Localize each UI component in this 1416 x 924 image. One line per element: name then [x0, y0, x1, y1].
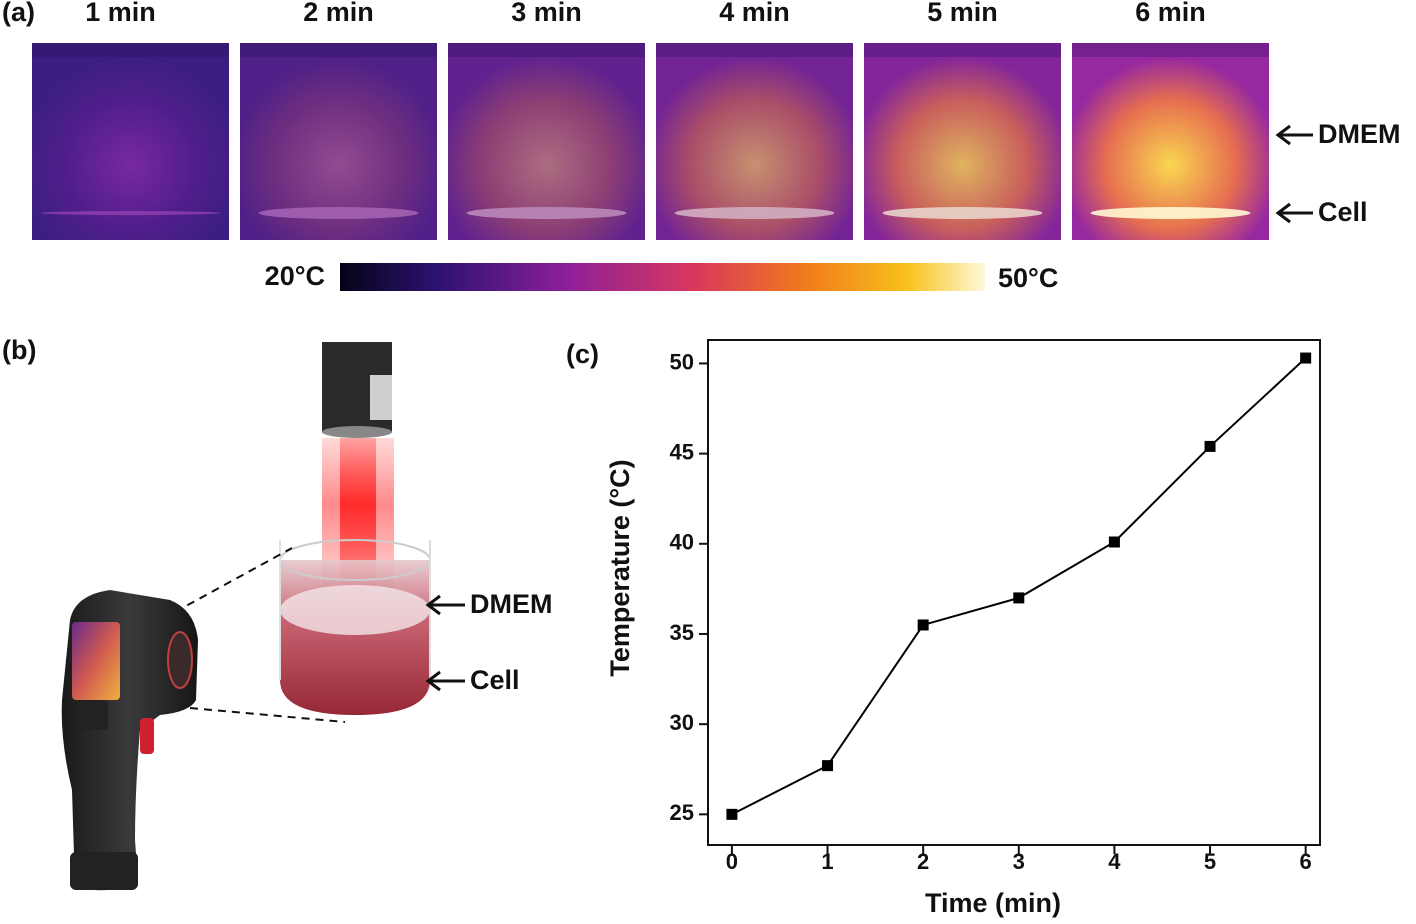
panel-label: (c) [566, 339, 599, 369]
x-tick-label: 3 [1013, 849, 1025, 874]
data-point [1300, 352, 1312, 364]
plot-frame [707, 339, 1321, 846]
thermal-image [32, 43, 229, 240]
data-point [726, 808, 738, 820]
x-tick-label: 6 [1300, 849, 1312, 874]
time-label: 1 min [85, 0, 156, 27]
data-point [1204, 440, 1216, 452]
data-line [731, 357, 1307, 816]
y-tick-label: 50 [670, 349, 694, 374]
y-tick-label: 30 [670, 710, 694, 735]
layer-label: DMEM [1318, 119, 1401, 149]
time-label: 3 min [511, 0, 582, 27]
data-point [917, 619, 929, 631]
layer-label: Cell [470, 665, 520, 695]
y-tick-label: 45 [670, 439, 694, 464]
y-tick-label: 40 [670, 530, 694, 555]
y-tick-label: 25 [670, 800, 694, 825]
x-tick-label: 0 [726, 849, 738, 874]
arrows [1275, 124, 1313, 224]
time-label: 2 min [303, 0, 374, 27]
y-tick-label: 35 [670, 620, 694, 645]
time-label: 4 min [719, 0, 790, 27]
layer-label: Cell [1318, 197, 1368, 227]
thermal-images: 1 min 2 min 3 min 4 min 5 min 6 min [32, 0, 1269, 240]
colorbar [340, 263, 985, 291]
x-axis-label: Time (min) [925, 888, 1061, 918]
arrows [425, 594, 465, 692]
data-point [822, 760, 834, 772]
colorbar-max: 50°C [998, 263, 1058, 293]
data-point [1013, 592, 1025, 604]
time-label: 6 min [1135, 0, 1206, 27]
colorbar-min: 20°C [265, 261, 325, 291]
x-tick-label: 4 [1108, 849, 1121, 874]
panel-label: (b) [2, 335, 36, 365]
time-label: 5 min [927, 0, 998, 27]
y-axis-label: Temperature (°C) [605, 459, 635, 676]
setup-illustration [61, 342, 431, 891]
x-tick-label: 5 [1204, 849, 1216, 874]
x-tick-label: 2 [917, 849, 929, 874]
data-point [1108, 536, 1120, 548]
panel-label: (a) [2, 0, 35, 27]
x-tick-label: 1 [821, 849, 833, 874]
layer-label: DMEM [470, 589, 553, 619]
